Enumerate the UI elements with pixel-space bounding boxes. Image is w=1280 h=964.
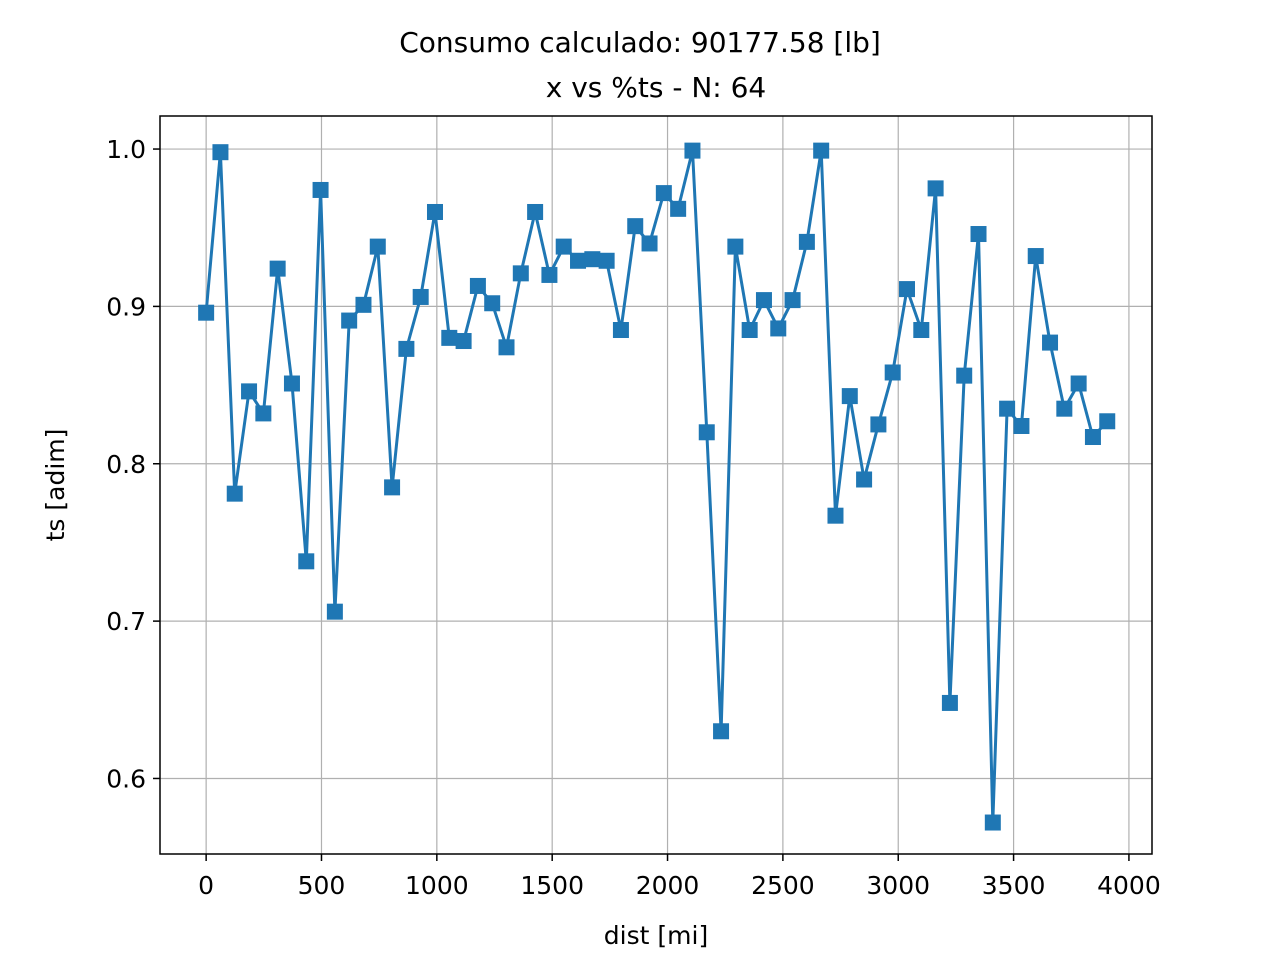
x-tick-label: 2000: [636, 871, 700, 900]
data-point: [312, 181, 329, 198]
data-point: [498, 339, 515, 356]
x-tick-label: 3500: [982, 871, 1046, 900]
x-tick-label: 0: [198, 871, 214, 900]
data-point: [283, 375, 300, 392]
data-point: [770, 320, 787, 337]
data-point: [426, 203, 443, 220]
x-tick-label: 1000: [405, 871, 469, 900]
data-point: [512, 265, 529, 282]
data-point: [655, 185, 672, 202]
data-point: [1099, 413, 1116, 430]
series: [198, 142, 1116, 831]
data-point: [841, 388, 858, 405]
data-point: [684, 142, 701, 159]
data-point: [798, 233, 815, 250]
y-tick-label: 0.6: [106, 764, 146, 793]
data-point: [870, 416, 887, 433]
x-tick-label: 1500: [520, 871, 584, 900]
data-point: [384, 479, 401, 496]
data-point: [412, 288, 429, 305]
data-point: [1056, 400, 1073, 417]
data-point: [598, 252, 615, 269]
x-tick-label: 3000: [866, 871, 930, 900]
x-tick-label: 2500: [751, 871, 815, 900]
data-point: [698, 424, 715, 441]
data-point: [326, 603, 343, 620]
data-point: [1027, 248, 1044, 265]
data-point: [970, 226, 987, 243]
data-point: [469, 277, 486, 294]
data-point: [956, 367, 973, 384]
data-point: [727, 238, 744, 255]
data-point: [555, 238, 572, 255]
data-point: [1070, 375, 1087, 392]
data-point: [398, 340, 415, 357]
data-point: [455, 333, 472, 350]
data-point: [641, 235, 658, 252]
grid: [160, 116, 1152, 854]
data-point: [627, 218, 644, 235]
data-point: [226, 485, 243, 502]
data-point: [670, 200, 687, 217]
data-point: [298, 553, 315, 570]
data-point: [570, 252, 587, 269]
data-point: [241, 383, 258, 400]
data-point: [856, 471, 873, 488]
data-point: [827, 507, 844, 524]
y-axis-label: ts [adim]: [41, 429, 70, 542]
data-point: [755, 292, 772, 309]
data-point: [984, 814, 1001, 831]
data-point: [341, 312, 358, 329]
x-axis-label: dist [mi]: [604, 921, 708, 950]
data-point: [255, 405, 272, 422]
data-point: [584, 251, 601, 268]
y-tick-label: 1.0: [106, 135, 146, 164]
data-point: [1013, 417, 1030, 434]
data-point: [913, 322, 930, 339]
y-tick-label: 0.7: [106, 607, 146, 636]
data-point: [541, 266, 558, 283]
chart-title: Consumo calculado: 90177.58 [lb]: [399, 26, 881, 59]
chart-subtitle: x vs %ts - N: 64: [546, 71, 767, 104]
data-point: [941, 694, 958, 711]
data-point: [713, 723, 730, 740]
data-point: [784, 292, 801, 309]
data-point: [269, 260, 286, 277]
data-point: [212, 144, 229, 161]
data-point: [1042, 334, 1059, 351]
data-point: [441, 329, 458, 346]
data-point: [484, 295, 501, 312]
data-point: [884, 364, 901, 381]
data-point: [999, 400, 1016, 417]
data-point: [369, 238, 386, 255]
x-tick-label: 4000: [1097, 871, 1161, 900]
data-point: [927, 180, 944, 197]
plot-frame: [159, 115, 1153, 855]
y-tick-label: 0.9: [106, 292, 146, 321]
data-point: [198, 304, 215, 321]
data-point: [813, 142, 830, 159]
data-point: [898, 281, 915, 298]
y-tick-label: 0.8: [106, 450, 146, 479]
data-point: [741, 322, 758, 339]
data-point: [527, 203, 544, 220]
x-tick-label: 500: [298, 871, 346, 900]
ticks: 0 500 1000 1500 2000 2500 3000 3500 4000 0.6 0.7 0.…: [106, 135, 1161, 900]
data-point: [1084, 429, 1101, 446]
data-point: [612, 322, 629, 339]
data-point: [355, 296, 372, 313]
